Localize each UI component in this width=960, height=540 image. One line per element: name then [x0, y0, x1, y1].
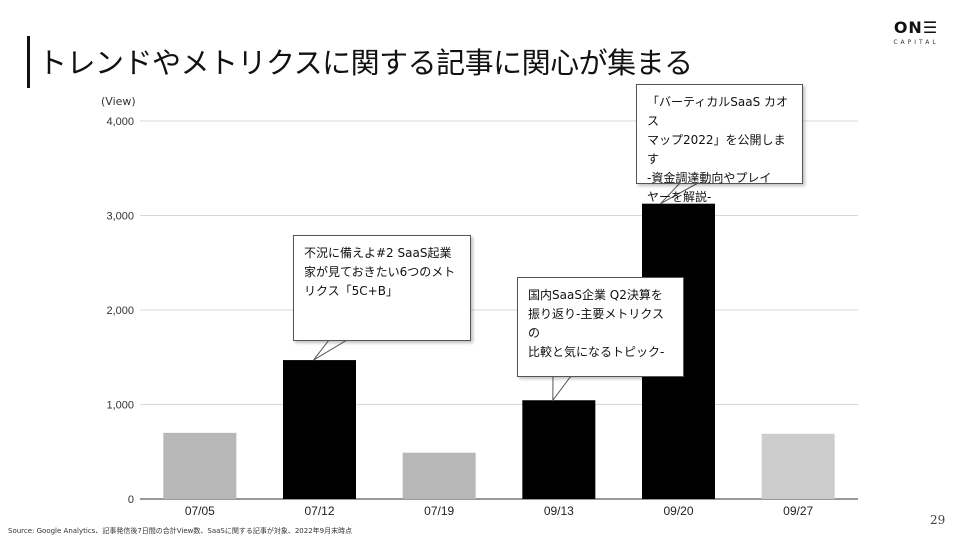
x-tick-label: 07/12: [304, 504, 334, 518]
x-tick-label: 09/20: [663, 504, 693, 518]
bar: [163, 432, 237, 499]
y-tick-label: 1,000: [106, 400, 134, 412]
y-tick-label: 0: [128, 494, 134, 506]
x-tick-label: 07/05: [185, 504, 215, 518]
logo-wordmark: ON☰: [893, 18, 939, 37]
y-tick-label: 4,000: [106, 116, 134, 128]
bar: [761, 433, 835, 499]
annotation-callout-0712: 不況に備えよ#2 SaaS起業 家が見ておきたい6つのメト リクス「5C+B」: [293, 235, 471, 341]
source-note: Source: Google Analytics、記事発信後7日間の合計View…: [8, 527, 353, 535]
callout-pointer: [552, 375, 572, 402]
y-axis-unit-label: (View): [101, 95, 136, 108]
logo-subtitle: CAPITAL: [893, 39, 939, 46]
annotation-callout-0913: 国内SaaS企業 Q2決算を 振り返り-主要メトリクスの 比較と気になるトピック…: [517, 277, 684, 377]
company-logo: ON☰ CAPITAL: [885, 18, 947, 46]
x-tick-label: 09/27: [783, 504, 813, 518]
bar: [283, 360, 356, 499]
x-tick-label: 07/19: [424, 504, 454, 518]
callout-pointer: [313, 339, 349, 361]
bar: [522, 400, 596, 499]
slide-title: トレンドやメトリクスに関する記事に関心が集まる: [38, 46, 693, 80]
title-accent-bar: [27, 36, 30, 88]
x-tick-label: 09/13: [544, 504, 574, 518]
page-number: 29: [930, 513, 946, 527]
annotation-callout-0920: 「バーティカルSaaS カオス マップ2022」を公開します -資金調達動向やプ…: [636, 84, 803, 204]
bar: [402, 452, 476, 499]
y-tick-label: 3,000: [106, 211, 134, 223]
y-tick-label: 2,000: [106, 305, 134, 317]
